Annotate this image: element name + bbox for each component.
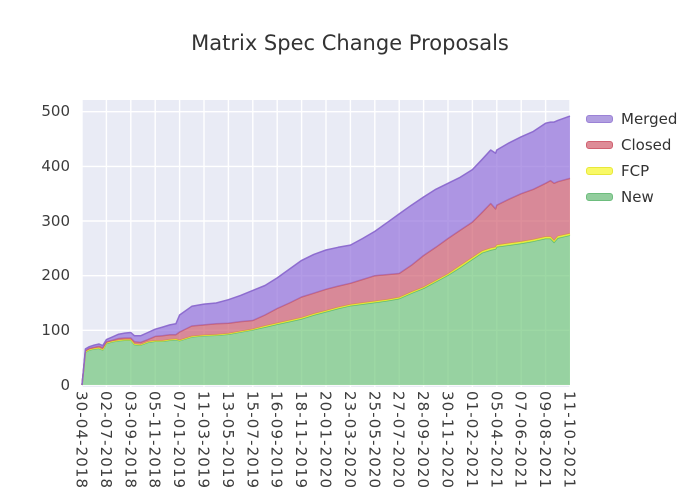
legend-swatch-merged bbox=[586, 115, 613, 123]
x-tick-label: 30-11-2020 bbox=[438, 391, 457, 490]
x-tick-label: 23-03-2020 bbox=[340, 391, 359, 490]
y-tick-label: 400 bbox=[41, 156, 70, 175]
y-tick-label: 300 bbox=[41, 211, 70, 230]
legend-item-closed: Closed bbox=[586, 132, 677, 158]
legend-label-new: New bbox=[621, 188, 654, 206]
x-tick-label: 28-09-2020 bbox=[414, 391, 433, 490]
legend-swatch-closed bbox=[586, 141, 613, 149]
y-tick-label: 100 bbox=[41, 320, 70, 339]
x-tick-label: 13-05-2019 bbox=[218, 391, 237, 490]
x-tick-label: 05-11-2018 bbox=[145, 391, 164, 490]
legend-label-closed: Closed bbox=[621, 136, 672, 154]
x-tick-label: 05-04-2021 bbox=[487, 391, 506, 490]
chart-title: Matrix Spec Change Proposals bbox=[191, 31, 509, 55]
legend: Merged Closed FCP New bbox=[586, 106, 677, 210]
x-tick-label: 09-08-2021 bbox=[536, 391, 555, 490]
x-tick-label: 01-02-2021 bbox=[462, 391, 481, 490]
x-tick-label: 25-05-2020 bbox=[365, 391, 384, 490]
legend-item-fcp: FCP bbox=[586, 158, 677, 184]
x-tick-label: 20-01-2020 bbox=[316, 391, 335, 490]
x-tick-label: 30-04-2018 bbox=[72, 391, 91, 490]
y-tick-label: 0 bbox=[60, 375, 70, 394]
x-tick-label: 03-09-2018 bbox=[121, 391, 140, 490]
legend-label-fcp: FCP bbox=[621, 162, 650, 180]
x-tick-label: 18-11-2019 bbox=[292, 391, 311, 490]
y-tick-label: 500 bbox=[41, 102, 70, 121]
x-tick-label: 15-07-2019 bbox=[243, 391, 262, 490]
x-tick-label: 07-01-2019 bbox=[170, 391, 189, 490]
legend-swatch-fcp bbox=[586, 167, 613, 175]
x-tick-label: 02-07-2018 bbox=[96, 391, 115, 490]
legend-item-new: New bbox=[586, 184, 677, 210]
legend-item-merged: Merged bbox=[586, 106, 677, 132]
legend-swatch-new bbox=[586, 193, 613, 201]
x-tick-label: 27-07-2020 bbox=[389, 391, 408, 490]
legend-label-merged: Merged bbox=[621, 110, 678, 128]
x-tick-label: 11-03-2019 bbox=[194, 391, 213, 490]
y-tick-label: 200 bbox=[41, 266, 70, 285]
x-tick-label: 16-09-2019 bbox=[267, 391, 286, 490]
x-tick-label: 07-06-2021 bbox=[511, 391, 530, 490]
x-tick-label: 11-10-2021 bbox=[560, 391, 579, 490]
